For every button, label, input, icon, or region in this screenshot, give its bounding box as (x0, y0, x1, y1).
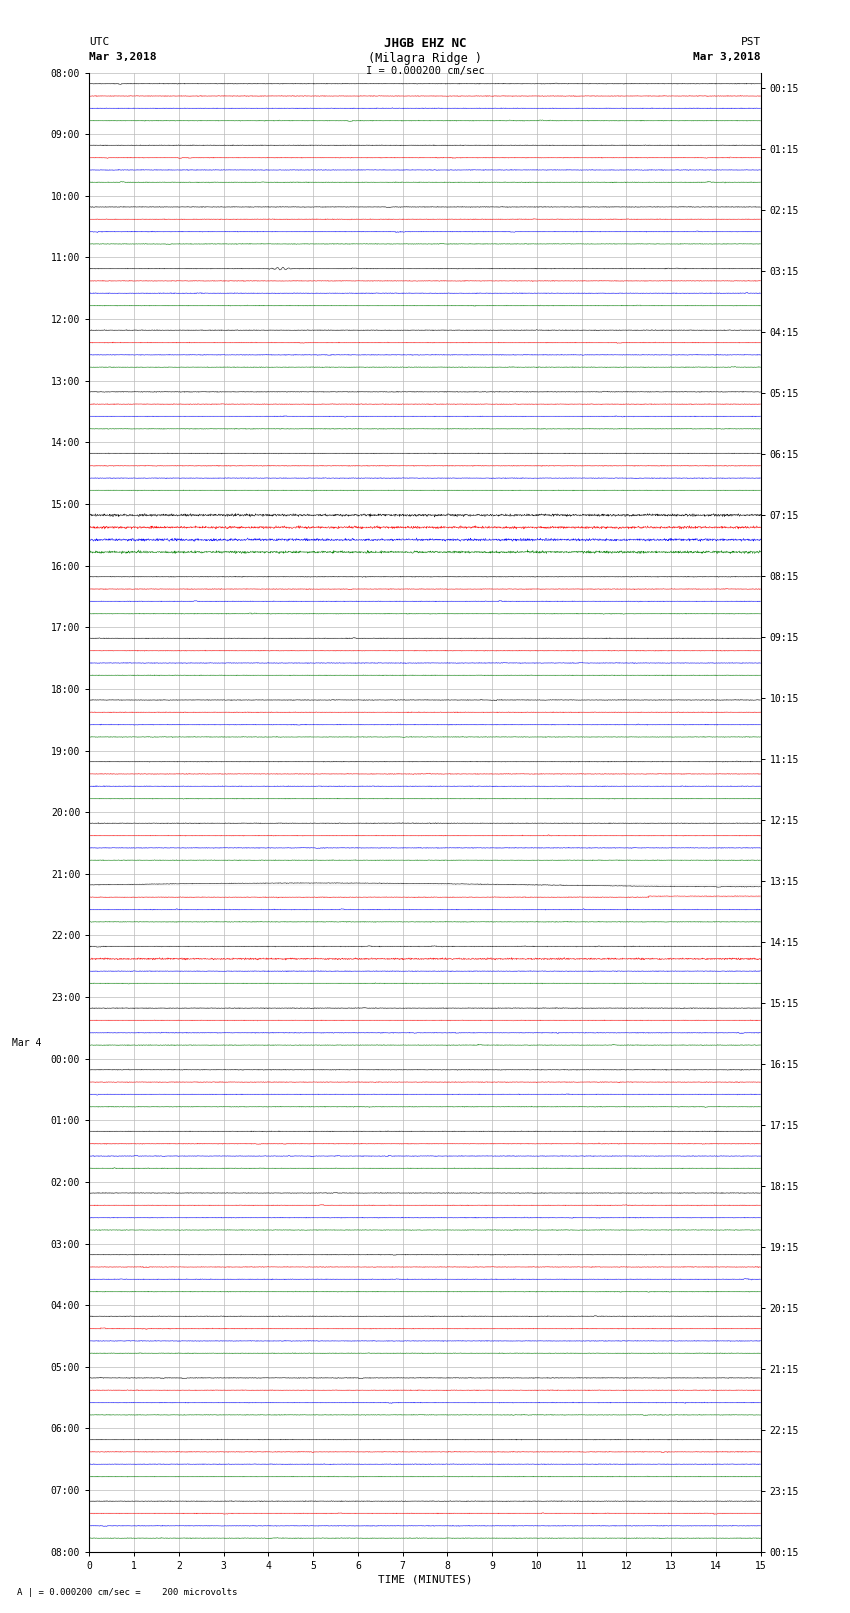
Text: I = 0.000200 cm/sec: I = 0.000200 cm/sec (366, 66, 484, 76)
Text: PST: PST (740, 37, 761, 47)
Text: Mar 3,2018: Mar 3,2018 (89, 52, 156, 61)
X-axis label: TIME (MINUTES): TIME (MINUTES) (377, 1574, 473, 1586)
Text: Mar 4: Mar 4 (12, 1037, 42, 1047)
Text: (Milagra Ridge ): (Milagra Ridge ) (368, 52, 482, 65)
Text: UTC: UTC (89, 37, 110, 47)
Text: A | = 0.000200 cm/sec =    200 microvolts: A | = 0.000200 cm/sec = 200 microvolts (17, 1587, 237, 1597)
Text: JHGB EHZ NC: JHGB EHZ NC (383, 37, 467, 50)
Text: Mar 3,2018: Mar 3,2018 (694, 52, 761, 61)
